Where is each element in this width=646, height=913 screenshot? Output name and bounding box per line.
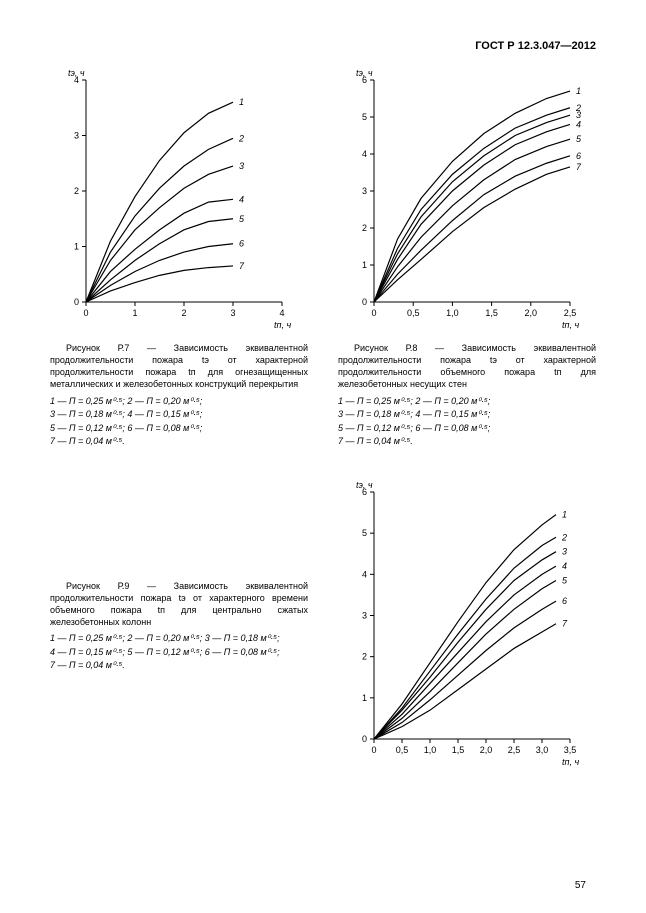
svg-text:tп, ч: tп, ч <box>562 320 579 330</box>
svg-text:6: 6 <box>576 151 581 161</box>
svg-text:4: 4 <box>279 308 284 318</box>
svg-text:6: 6 <box>562 596 567 606</box>
svg-text:2,0: 2,0 <box>480 745 493 755</box>
svg-text:5: 5 <box>362 112 367 122</box>
svg-text:1: 1 <box>132 308 137 318</box>
svg-text:0: 0 <box>362 297 367 307</box>
svg-text:1,5: 1,5 <box>452 745 465 755</box>
svg-text:0: 0 <box>362 734 367 744</box>
caption-fig9: Рисунок Р.9 — Зависимость эквивалентной … <box>50 580 308 629</box>
svg-text:2: 2 <box>181 308 186 318</box>
col-fig8: 00,51,01,52,02,50123456tэ, чtп, ч1234567… <box>338 62 596 449</box>
svg-text:2,0: 2,0 <box>525 308 538 318</box>
svg-text:0: 0 <box>371 308 376 318</box>
svg-text:1: 1 <box>362 260 367 270</box>
svg-text:3: 3 <box>74 131 79 141</box>
svg-text:tэ, ч: tэ, ч <box>68 68 85 78</box>
page: ГОСТ Р 12.3.047—2012 0 1 2 3 4 0 1 2 3 4 tэ, ч tп, … <box>0 0 646 913</box>
svg-text:tп, ч: tп, ч <box>274 320 291 330</box>
svg-text:3,0: 3,0 <box>536 745 549 755</box>
svg-text:3: 3 <box>239 161 244 171</box>
svg-text:4: 4 <box>362 149 367 159</box>
svg-text:5: 5 <box>362 528 367 538</box>
svg-text:1,5: 1,5 <box>485 308 498 318</box>
svg-text:1,0: 1,0 <box>446 308 459 318</box>
svg-text:7: 7 <box>239 261 245 271</box>
svg-text:2: 2 <box>74 186 79 196</box>
svg-text:4: 4 <box>239 194 244 204</box>
svg-text:2: 2 <box>362 651 367 661</box>
svg-text:3: 3 <box>362 610 367 620</box>
svg-text:0: 0 <box>83 308 88 318</box>
svg-text:4: 4 <box>576 119 581 129</box>
col-fig7: 0123401234tэ, чtп, ч1234567 Рисунок Р.7 … <box>50 62 308 449</box>
svg-text:5: 5 <box>562 575 568 585</box>
svg-text:1,0: 1,0 <box>424 745 437 755</box>
svg-text:tэ, ч: tэ, ч <box>356 480 373 490</box>
legend-fig8: 1 — П = 0,25 м⁰·⁵; 2 — П = 0,20 м⁰·⁵;3 —… <box>338 395 596 449</box>
svg-text:1: 1 <box>74 242 79 252</box>
svg-text:2: 2 <box>362 223 367 233</box>
page-number: 57 <box>575 880 586 891</box>
svg-text:0: 0 <box>74 297 79 307</box>
svg-text:1: 1 <box>576 86 581 96</box>
svg-text:3: 3 <box>562 546 567 556</box>
svg-text:1: 1 <box>562 509 567 519</box>
svg-text:2: 2 <box>238 133 244 143</box>
chart-fig9: 0 0,5 1,0 1,5 2,0 2,5 3,0 3,5 0 1 2 3 4 5 6 tэ, ч tп, ч 1… <box>338 474 596 771</box>
legend-fig7: 1 — П = 0,25 м⁰·⁵; 2 — П = 0,20 м⁰·⁵;3 —… <box>50 395 308 449</box>
svg-text:5: 5 <box>576 134 582 144</box>
svg-text:5: 5 <box>239 214 245 224</box>
svg-text:7: 7 <box>562 618 568 628</box>
svg-text:0,5: 0,5 <box>407 308 420 318</box>
svg-text:1: 1 <box>239 97 244 107</box>
svg-text:0: 0 <box>371 745 376 755</box>
caption-fig7: Рисунок Р.7 — Зависимость эквивалентной … <box>50 342 308 391</box>
caption-fig8: Рисунок Р.8 — Зависимость эквивалентной … <box>338 342 596 391</box>
svg-text:0,5: 0,5 <box>396 745 409 755</box>
col-fig9-chart: 0 0,5 1,0 1,5 2,0 2,5 3,0 3,5 0 1 2 3 4 5 6 tэ, ч tп, ч 1… <box>338 474 596 771</box>
svg-text:7: 7 <box>576 162 582 172</box>
svg-text:2,5: 2,5 <box>508 745 521 755</box>
svg-text:2,5: 2,5 <box>564 308 577 318</box>
svg-text:tп, ч: tп, ч <box>562 757 579 767</box>
chart-fig7: 0123401234tэ, чtп, ч1234567 <box>50 62 308 334</box>
doc-header: ГОСТ Р 12.3.047—2012 <box>50 40 596 52</box>
svg-text:3,5: 3,5 <box>564 745 577 755</box>
col-fig9-text: Рисунок Р.9 — Зависимость эквивалентной … <box>50 474 308 771</box>
svg-text:4: 4 <box>362 569 367 579</box>
svg-text:6: 6 <box>239 239 244 249</box>
chart-fig8: 00,51,01,52,02,50123456tэ, чtп, ч1234567 <box>338 62 596 334</box>
row-top: 0123401234tэ, чtп, ч1234567 Рисунок Р.7 … <box>50 62 596 449</box>
svg-text:tэ, ч: tэ, ч <box>356 68 373 78</box>
svg-text:3: 3 <box>230 308 235 318</box>
svg-text:4: 4 <box>562 561 567 571</box>
svg-text:2: 2 <box>561 532 567 542</box>
row-bottom: Рисунок Р.9 — Зависимость эквивалентной … <box>50 474 596 771</box>
svg-text:3: 3 <box>362 186 367 196</box>
svg-text:1: 1 <box>362 692 367 702</box>
legend-fig9: 1 — П = 0,25 м⁰·⁵; 2 — П = 0,20 м⁰·⁵; 3 … <box>50 632 308 673</box>
